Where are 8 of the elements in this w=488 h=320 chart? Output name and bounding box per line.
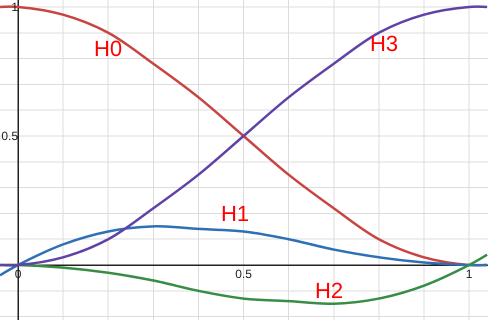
annotation: H2 xyxy=(315,278,344,303)
line-series xyxy=(0,225,488,277)
annotation: H1 xyxy=(221,201,250,226)
line-series xyxy=(0,253,488,306)
annotation: H0 xyxy=(94,36,122,61)
x-tick-label: 0.5 xyxy=(235,267,252,282)
x-tick-label: 1 xyxy=(466,267,473,282)
annotation: H3 xyxy=(370,31,398,56)
